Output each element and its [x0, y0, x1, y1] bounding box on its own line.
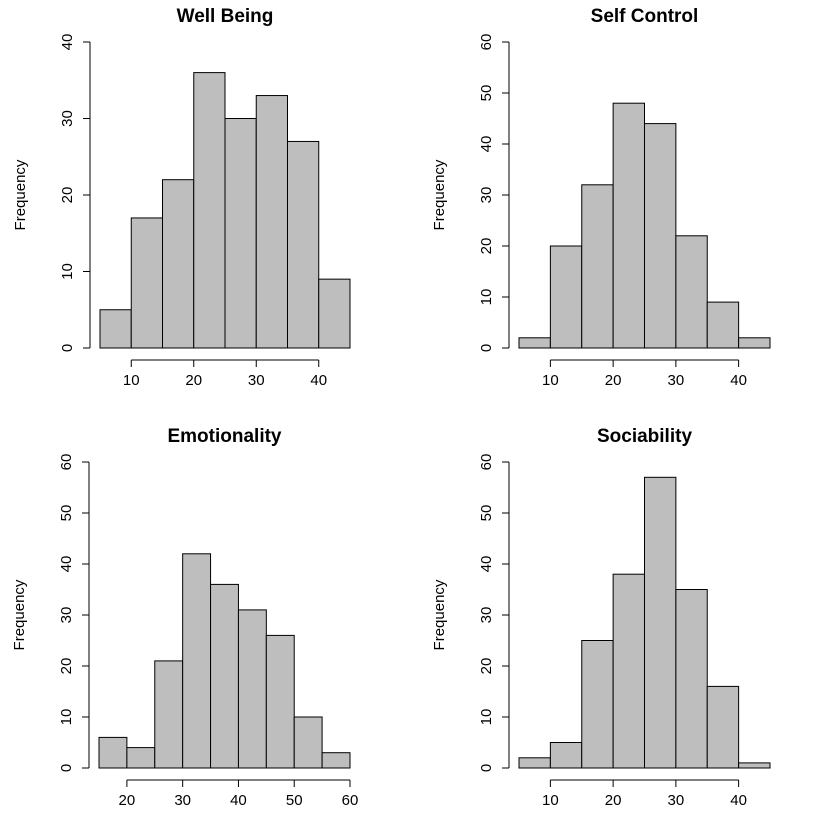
histogram-bar	[224, 118, 257, 349]
panel-emotionality: Emotionality Frequency 0 10 20 30 40 50 60 20 30…	[11, 426, 358, 809]
panel-sociability: Sociability Frequency 0 10 20 30 40 50 60 10 20 3…	[431, 426, 771, 809]
x-tick-label: 20	[185, 372, 202, 389]
y-tick-label: 40	[478, 136, 495, 153]
x-tick-label: 10	[123, 372, 140, 389]
histogram-bar	[549, 245, 583, 349]
panel-self-control: Self Control Frequency 0 10 20 30 40 50 60 10 20…	[431, 6, 771, 389]
histogram-bar	[237, 609, 267, 769]
x-tick-label: 20	[605, 372, 622, 389]
histogram-bar	[126, 747, 156, 769]
y-tick-label: 20	[478, 658, 495, 675]
histogram-bar	[518, 757, 551, 769]
y-tick-label: 60	[58, 454, 75, 471]
y-tick-label: 10	[478, 289, 495, 306]
histogram-bar	[612, 102, 645, 349]
histogram-bar	[154, 660, 184, 769]
histogram-bar	[549, 742, 583, 769]
y-tick-label: 60	[478, 34, 495, 51]
histogram-bar	[644, 476, 677, 769]
x-tick-label: 30	[668, 792, 685, 809]
histogram-bar	[518, 337, 551, 349]
y-tick-label: 40	[58, 556, 75, 573]
histogram-bar	[738, 337, 771, 349]
x-tick-label: 30	[174, 792, 191, 809]
y-axis-label: Frequency	[431, 159, 448, 230]
x-tick-label: 50	[286, 792, 303, 809]
x-tick-label: 10	[542, 372, 559, 389]
y-tick-label: 10	[478, 709, 495, 726]
x-tick-label: 40	[730, 792, 747, 809]
y-tick-label: 20	[58, 658, 75, 675]
x-tick-label: 20	[119, 792, 136, 809]
y-tick-label: 30	[478, 607, 495, 624]
chart-title: Emotionality	[167, 426, 281, 447]
y-tick-label: 50	[478, 85, 495, 102]
histogram-bar	[644, 123, 677, 349]
y-tick-label: 10	[58, 709, 75, 726]
y-tick-label: 50	[58, 505, 75, 522]
y-tick-label: 0	[478, 764, 495, 772]
chart-title: Sociability	[597, 426, 692, 447]
x-tick-label: 60	[342, 792, 359, 809]
histogram-bar	[130, 217, 163, 349]
y-tick-label: 40	[478, 556, 495, 573]
histogram-bar	[193, 72, 226, 349]
histogram-bar	[265, 634, 295, 769]
y-tick-label: 30	[478, 187, 495, 204]
histogram-bar	[162, 179, 195, 349]
x-tick-label: 40	[230, 792, 247, 809]
y-tick-label: 20	[478, 238, 495, 255]
histogram-bar	[675, 589, 708, 769]
histogram-bar	[738, 762, 771, 769]
histogram-bar	[612, 573, 645, 769]
y-tick-label: 10	[59, 263, 76, 280]
y-tick-label: 50	[478, 505, 495, 522]
histogram-bar	[706, 685, 740, 769]
histogram-bar	[581, 184, 614, 349]
y-axis-label: Frequency	[431, 579, 448, 650]
x-tick-label: 10	[542, 792, 559, 809]
histogram-bar	[182, 553, 212, 769]
histogram-bar	[321, 752, 351, 769]
histogram-bar	[287, 140, 320, 349]
y-tick-label: 30	[58, 607, 75, 624]
chart-title: Well Being	[177, 6, 274, 27]
histogram-bar	[98, 736, 128, 769]
y-axis-label: Frequency	[11, 579, 28, 650]
chart-title: Self Control	[591, 6, 699, 27]
histogram-bar	[581, 640, 614, 769]
histogram-bar	[675, 235, 708, 349]
x-tick-label: 40	[730, 372, 747, 389]
panel-well-being: Well Being Frequency 0 10 20 30 40 10 20 30 40	[12, 6, 351, 389]
histogram-bar	[255, 95, 288, 349]
y-tick-label: 0	[59, 344, 76, 352]
x-tick-label: 30	[248, 372, 265, 389]
x-tick-label: 20	[605, 792, 622, 809]
y-tick-label: 0	[478, 344, 495, 352]
x-tick-label: 40	[310, 372, 327, 389]
y-tick-label: 60	[478, 454, 495, 471]
y-tick-label: 20	[59, 187, 76, 204]
y-tick-label: 40	[59, 34, 76, 51]
y-axis-label: Frequency	[12, 159, 29, 230]
histogram-bar	[318, 278, 351, 349]
histogram-bar	[99, 309, 132, 349]
histogram-bar	[706, 301, 740, 349]
x-tick-label: 30	[668, 372, 685, 389]
y-tick-label: 30	[59, 110, 76, 127]
histogram-bar	[293, 716, 323, 769]
histogram-bar	[210, 583, 239, 769]
y-tick-label: 0	[58, 764, 75, 772]
